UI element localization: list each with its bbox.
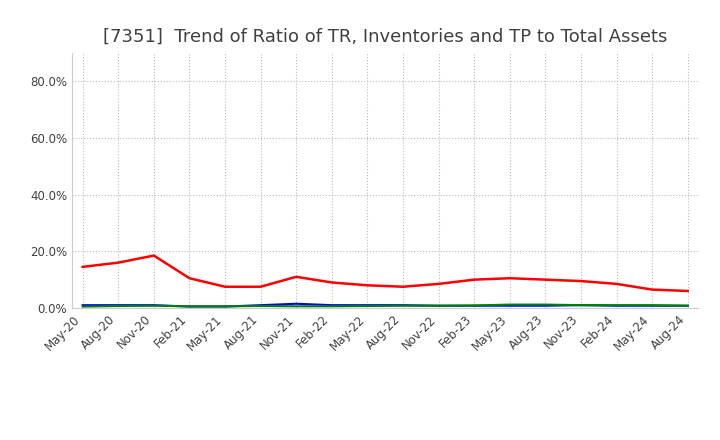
Trade Receivables: [434, 281, 443, 286]
Trade Payables: [221, 304, 230, 309]
Trade Payables: [150, 303, 158, 308]
Inventories: [577, 303, 585, 308]
Line: Inventories: Inventories: [83, 304, 688, 307]
Trade Receivables: [363, 282, 372, 288]
Trade Payables: [648, 303, 657, 308]
Trade Payables: [114, 303, 122, 308]
Inventories: [541, 303, 549, 308]
Inventories: [683, 303, 692, 308]
Inventories: [150, 303, 158, 308]
Trade Receivables: [185, 275, 194, 281]
Trade Payables: [541, 302, 549, 307]
Trade Receivables: [470, 277, 479, 282]
Trade Receivables: [505, 275, 514, 281]
Trade Payables: [363, 303, 372, 308]
Trade Payables: [256, 303, 265, 308]
Trade Receivables: [78, 264, 87, 270]
Trade Receivables: [292, 274, 300, 279]
Inventories: [470, 303, 479, 308]
Trade Receivables: [150, 253, 158, 258]
Trade Payables: [505, 302, 514, 307]
Inventories: [78, 303, 87, 308]
Trade Receivables: [541, 277, 549, 282]
Trade Payables: [434, 303, 443, 308]
Title: [7351]  Trend of Ratio of TR, Inventories and TP to Total Assets: [7351] Trend of Ratio of TR, Inventories…: [103, 28, 667, 46]
Inventories: [612, 303, 621, 308]
Trade Payables: [683, 303, 692, 308]
Inventories: [114, 303, 122, 308]
Trade Receivables: [221, 284, 230, 290]
Trade Payables: [470, 303, 479, 308]
Line: Trade Payables: Trade Payables: [83, 304, 688, 307]
Trade Receivables: [577, 279, 585, 284]
Trade Payables: [328, 304, 336, 309]
Trade Receivables: [328, 280, 336, 285]
Trade Receivables: [256, 284, 265, 290]
Inventories: [505, 303, 514, 308]
Trade Payables: [78, 304, 87, 309]
Trade Receivables: [683, 288, 692, 293]
Inventories: [221, 304, 230, 309]
Trade Payables: [292, 304, 300, 309]
Inventories: [434, 303, 443, 308]
Inventories: [399, 303, 408, 308]
Trade Receivables: [399, 284, 408, 290]
Inventories: [256, 303, 265, 308]
Trade Receivables: [648, 287, 657, 292]
Inventories: [292, 301, 300, 306]
Line: Trade Receivables: Trade Receivables: [83, 256, 688, 291]
Trade Receivables: [114, 260, 122, 265]
Inventories: [185, 304, 194, 309]
Trade Payables: [612, 303, 621, 308]
Inventories: [648, 303, 657, 308]
Inventories: [363, 303, 372, 308]
Trade Payables: [399, 303, 408, 308]
Trade Payables: [577, 303, 585, 308]
Inventories: [328, 303, 336, 308]
Trade Receivables: [612, 281, 621, 286]
Trade Payables: [185, 304, 194, 309]
